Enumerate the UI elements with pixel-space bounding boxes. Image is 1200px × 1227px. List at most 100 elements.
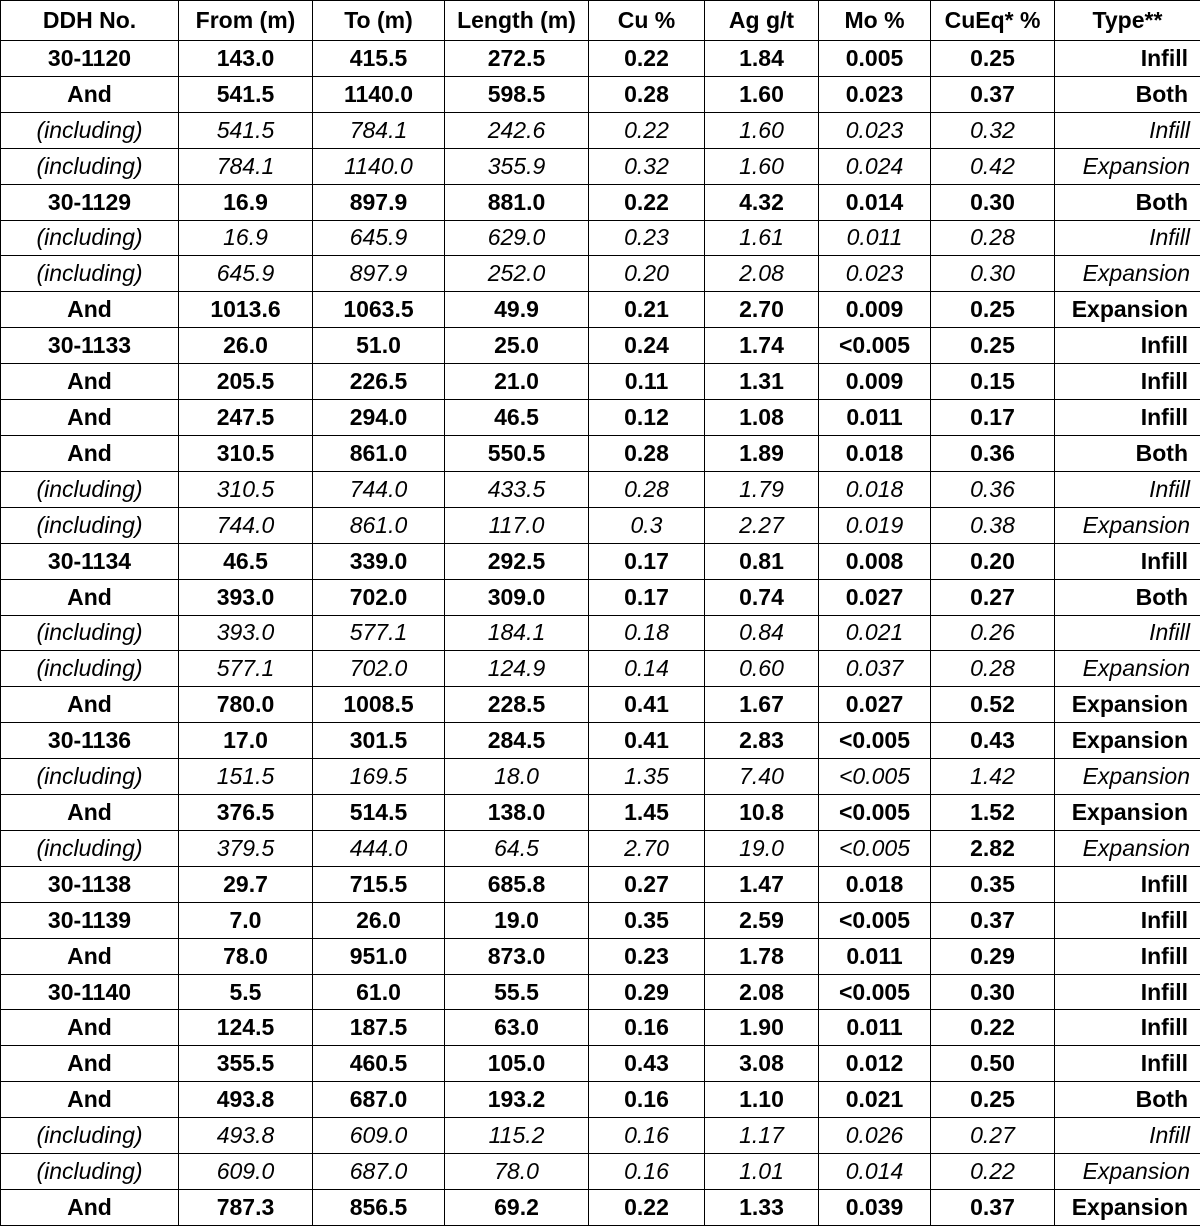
table-row: 30-1139 7.0 26.0 19.0 0.35 2.59 <0.005 0.37 Infi… [0, 901, 1200, 939]
table-cell: 1.45 [588, 794, 705, 831]
table-cell: Infill [1054, 40, 1200, 77]
table-cell: 78.0 [178, 937, 313, 975]
table-cell: 2.82 [930, 829, 1055, 867]
table-cell: 787.3 [178, 1189, 313, 1226]
table-cell: 1.33 [704, 1189, 819, 1226]
table-cell: 0.22 [588, 183, 705, 221]
table-cell: 1.10 [704, 1081, 819, 1119]
header-cell: Cu % [588, 0, 705, 41]
table-cell: 355.9 [444, 147, 589, 185]
table-row: 30-1120 143.0 415.5 272.5 0.22 1.84 0.005 0.25 I… [0, 40, 1200, 77]
table-cell: 951.0 [312, 937, 445, 975]
table-row: 30-1140 5.5 61.0 55.5 0.29 2.08 <0.005 0.30 Infi… [0, 973, 1200, 1011]
table-cell: 1.67 [704, 686, 819, 724]
table-cell: 744.0 [312, 470, 445, 508]
table-cell: Infill [1054, 614, 1200, 652]
table-cell: 0.024 [818, 147, 931, 185]
table-cell: Infill [1054, 901, 1200, 939]
table-cell: (including) [0, 829, 179, 867]
table-cell: 0.009 [818, 363, 931, 401]
table-cell: 0.81 [704, 542, 819, 580]
table-cell: And [0, 399, 179, 436]
table-cell: Expansion [1054, 255, 1200, 293]
table-cell: Infill [1054, 542, 1200, 580]
table-cell: Both [1054, 1081, 1200, 1119]
table-cell: 1.17 [704, 1117, 819, 1155]
table-cell: 379.5 [178, 829, 313, 867]
table-cell: And [0, 434, 179, 472]
table-cell: 687.0 [312, 1153, 445, 1190]
table-cell: 272.5 [444, 40, 589, 77]
table-cell: 0.35 [588, 901, 705, 939]
table-cell: 0.021 [818, 1081, 931, 1119]
table-cell: 1.60 [704, 147, 819, 185]
table-cell: 0.011 [818, 937, 931, 975]
table-cell: 541.5 [178, 75, 313, 113]
table-cell: Infill [1054, 865, 1200, 903]
table-cell: Infill [1054, 937, 1200, 975]
table-cell: 2.70 [588, 829, 705, 867]
table-cell: 0.22 [930, 1153, 1055, 1190]
table-cell: 0.26 [930, 614, 1055, 652]
table-cell: 0.11 [588, 363, 705, 401]
table-cell: <0.005 [818, 901, 931, 939]
table-cell: Expansion [1054, 758, 1200, 796]
table-cell: 1.60 [704, 111, 819, 149]
table-cell: 21.0 [444, 363, 589, 401]
table-cell: 0.25 [930, 327, 1055, 365]
table-cell: 46.5 [444, 399, 589, 436]
table-cell: 873.0 [444, 937, 589, 975]
table-cell: 19.0 [444, 901, 589, 939]
table-cell: 0.16 [588, 1117, 705, 1155]
table-cell: 0.039 [818, 1189, 931, 1226]
table-cell: 514.5 [312, 794, 445, 831]
table-cell: 0.21 [588, 291, 705, 329]
table-cell: 0.037 [818, 650, 931, 688]
table-row: And 376.5 514.5 138.0 1.45 10.8 <0.005 1.52 Expa… [0, 794, 1200, 831]
table-cell: 310.5 [178, 434, 313, 472]
table-cell: 0.36 [930, 434, 1055, 472]
table-cell: 415.5 [312, 40, 445, 77]
table-cell: 1.78 [704, 937, 819, 975]
table-cell: 645.9 [178, 255, 313, 293]
table-cell: 63.0 [444, 1009, 589, 1047]
table-cell: <0.005 [818, 722, 931, 760]
table-cell: 577.1 [178, 650, 313, 688]
table-cell: 0.32 [588, 147, 705, 185]
table-cell: 0.60 [704, 650, 819, 688]
table-cell: 0.22 [588, 1189, 705, 1226]
table-cell: Both [1054, 75, 1200, 113]
table-row: And 1013.6 1063.5 49.9 0.21 2.70 0.009 0.25 Expa… [0, 291, 1200, 329]
table-cell: 393.0 [178, 614, 313, 652]
table-cell: 2.59 [704, 901, 819, 939]
table-cell: Expansion [1054, 291, 1200, 329]
table-cell: 881.0 [444, 183, 589, 221]
table-row: (including) 493.8 609.0 115.2 0.16 1.17 0.026 0… [0, 1117, 1200, 1155]
table-cell: 30-1133 [0, 327, 179, 365]
table-cell: 433.5 [444, 470, 589, 508]
table-cell: 577.1 [312, 614, 445, 652]
table-cell: 2.08 [704, 973, 819, 1011]
table-row: (including) 609.0 687.0 78.0 0.16 1.01 0.014 0.… [0, 1153, 1200, 1190]
table-row: (including) 16.9 645.9 629.0 0.23 1.61 0.011 0.… [0, 219, 1200, 257]
table-cell: 228.5 [444, 686, 589, 724]
table-cell: 301.5 [312, 722, 445, 760]
table-cell: 609.0 [178, 1153, 313, 1190]
table-cell: 115.2 [444, 1117, 589, 1155]
table-cell: And [0, 937, 179, 975]
table-cell: Infill [1054, 399, 1200, 436]
table-cell: Infill [1054, 111, 1200, 149]
table-cell: 0.011 [818, 399, 931, 436]
table-cell: (including) [0, 506, 179, 544]
table-row: And 355.5 460.5 105.0 0.43 3.08 0.012 0.50 Infil… [0, 1045, 1200, 1083]
table-cell: 0.005 [818, 40, 931, 77]
table-cell: Expansion [1054, 147, 1200, 185]
table-row: 30-1134 46.5 339.0 292.5 0.17 0.81 0.008 0.20 In… [0, 542, 1200, 580]
table-cell: Infill [1054, 1117, 1200, 1155]
table-row: 30-1136 17.0 301.5 284.5 0.41 2.83 <0.005 0.43 E… [0, 722, 1200, 760]
table-cell: 0.37 [930, 901, 1055, 939]
table-row: (including) 379.5 444.0 64.5 2.70 19.0 <0.005 2… [0, 829, 1200, 867]
table-cell: 861.0 [312, 434, 445, 472]
table-row: (including) 645.9 897.9 252.0 0.20 2.08 0.023 0… [0, 255, 1200, 293]
